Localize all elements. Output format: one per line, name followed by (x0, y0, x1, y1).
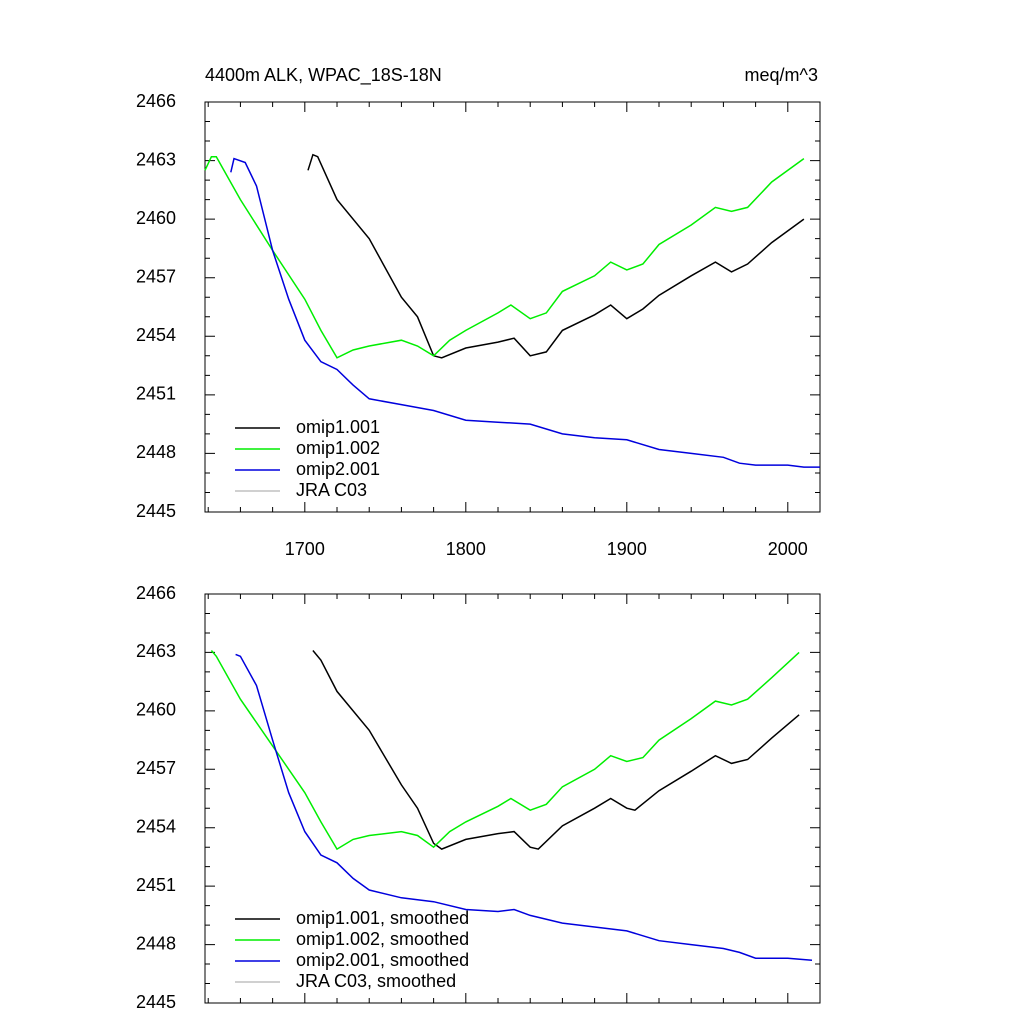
legend-label: omip1.001, smoothed (296, 908, 469, 928)
y-tick-label: 2445 (136, 501, 176, 521)
x-tick-label: 2000 (768, 539, 808, 559)
series-line (204, 155, 805, 359)
series-line (312, 650, 800, 850)
x-tick-label: 1700 (285, 539, 325, 559)
x-tick-label: 1800 (446, 539, 486, 559)
plot-frame (204, 101, 821, 513)
series-line (235, 653, 813, 961)
y-tick-label: 2460 (136, 700, 176, 720)
series-line (210, 650, 800, 851)
legend-label: omip1.002, smoothed (296, 929, 469, 949)
legend-label: JRA C03, smoothed (296, 971, 456, 991)
y-tick-label: 2463 (136, 149, 176, 169)
y-tick-label: 2454 (136, 816, 176, 836)
plot-frame (204, 593, 821, 1004)
y-tick-label: 2466 (136, 91, 176, 111)
y-tick-label: 2451 (136, 875, 176, 895)
y-tick-label: 2457 (136, 758, 176, 778)
units-label: meq/m^3 (745, 65, 818, 85)
y-tick-label: 2454 (136, 325, 176, 345)
y-tick-label: 2451 (136, 384, 176, 404)
y-tick-label: 2460 (136, 208, 176, 228)
y-tick-label: 2463 (136, 641, 176, 661)
series-line (307, 153, 805, 359)
legend-label: omip2.001, smoothed (296, 950, 469, 970)
y-tick-label: 2466 (136, 583, 176, 603)
y-tick-label: 2448 (136, 442, 176, 462)
y-tick-label: 2448 (136, 933, 176, 953)
x-tick-label: 1900 (607, 539, 647, 559)
legend-label: omip1.001 (296, 417, 380, 437)
y-tick-label: 2457 (136, 266, 176, 286)
series-line (230, 157, 820, 468)
y-tick-label: 2445 (136, 992, 176, 1012)
chart-title: 4400m ALK, WPAC_18S-18N (205, 65, 442, 86)
legend-label: omip2.001 (296, 459, 380, 479)
legend-label: omip1.002 (296, 438, 380, 458)
legend-label: JRA C03 (296, 480, 367, 500)
